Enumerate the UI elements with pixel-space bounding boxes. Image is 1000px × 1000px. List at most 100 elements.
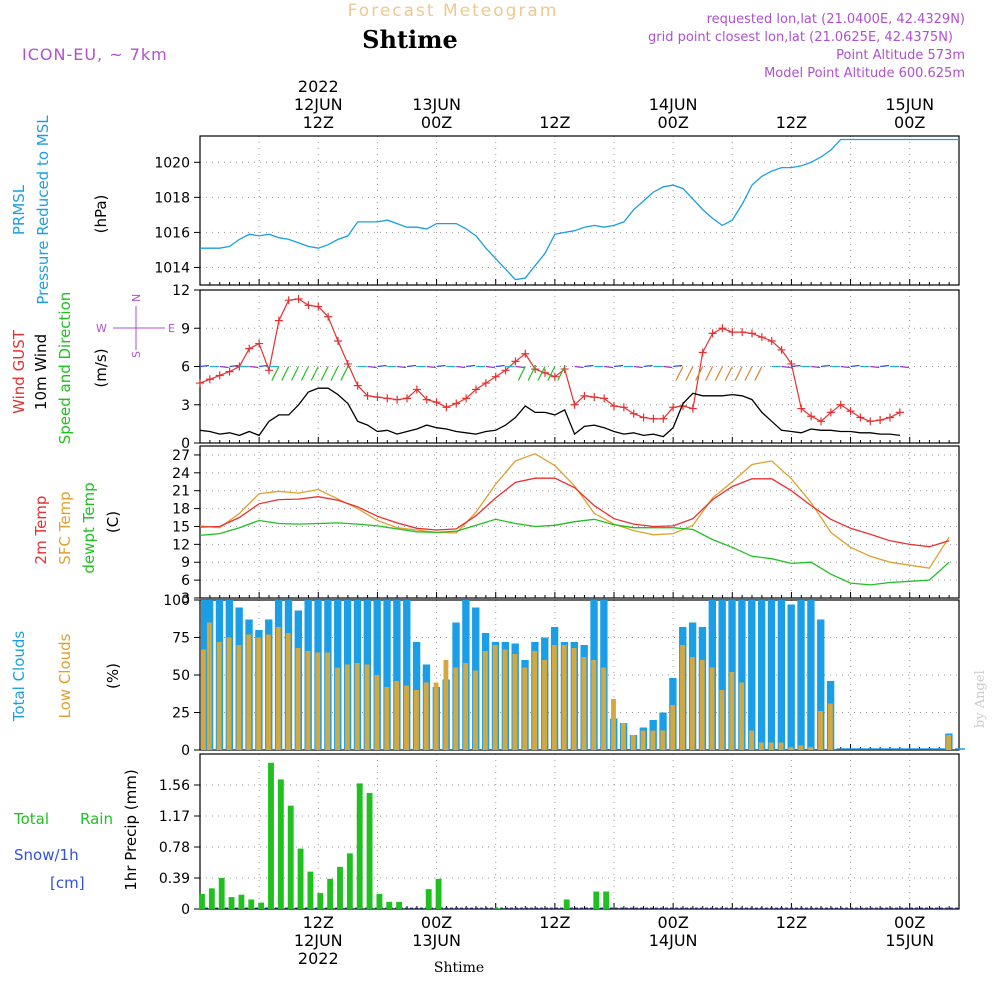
rain-bar — [287, 805, 294, 909]
wind-arrow — [406, 364, 417, 368]
y-tick-label: 1018 — [154, 190, 190, 206]
snow-unit-label: [cm] — [50, 874, 85, 892]
wind-10m-label: 10m Wind — [32, 334, 50, 410]
rain-bar — [248, 899, 255, 909]
y-tick-label: 9 — [181, 321, 190, 337]
y-tick-label: 3 — [181, 398, 190, 414]
dewpt-line — [199, 518, 950, 586]
panel-frame — [199, 753, 960, 910]
y-tick-label: 0 — [181, 902, 190, 918]
low-cloud-bar — [768, 742, 774, 750]
gust-marker — [580, 391, 589, 400]
wind-arrow — [249, 365, 259, 369]
wind-arrow — [604, 365, 614, 369]
wind-arrow — [850, 364, 860, 368]
snow-label: Snow/1h — [14, 846, 79, 864]
gust-marker — [481, 379, 490, 388]
rain-bar — [396, 901, 403, 909]
low-cloud-bar — [620, 723, 626, 750]
low-cloud-bar — [266, 634, 271, 750]
low-cloud-bar — [729, 672, 735, 750]
low-cloud-bar — [394, 681, 400, 750]
low-cloud-bar — [344, 664, 350, 750]
top-time-label: 12JUN — [294, 95, 343, 114]
low-cloud-bar — [433, 682, 439, 750]
wind-arrow — [485, 365, 495, 369]
panel-frame — [199, 599, 960, 751]
rain-bar — [238, 894, 245, 909]
bottom-time-label: 12Z — [539, 913, 570, 932]
wind-arrow — [714, 366, 723, 381]
temp-2m-line — [199, 477, 950, 548]
y-tick-label: 21 — [172, 484, 190, 500]
bottom-time-label: 12JUN — [294, 931, 343, 950]
wind-arrow — [495, 364, 505, 368]
wind-arrow — [840, 365, 850, 369]
rain-bar — [425, 889, 432, 909]
wind-arrow — [527, 366, 536, 381]
low-cloud-bar — [335, 667, 340, 750]
gust-marker — [649, 414, 658, 423]
low-cloud-bar — [295, 648, 301, 750]
wind-arrow — [426, 365, 436, 369]
y-tick-label: 6 — [181, 360, 190, 376]
gust-marker — [501, 366, 510, 375]
gust-marker — [639, 413, 648, 422]
gust-marker — [334, 337, 342, 345]
gust-marker — [836, 400, 845, 409]
low-cloud-bar — [788, 747, 794, 750]
low-cloud-bar — [551, 645, 557, 750]
gust-marker — [728, 328, 737, 337]
low-cloud-bar — [650, 730, 656, 750]
panel-frame — [199, 445, 960, 599]
wind-arrow — [456, 365, 466, 369]
point-altitude: Point Altitude 573m — [836, 48, 965, 63]
low-cloud-bar — [453, 667, 459, 750]
bottom-time-label: 00Z — [421, 913, 452, 932]
wind-unit: (m/s) — [92, 348, 110, 387]
pressure-panel: 1014 1016 1018 1020 — [154, 135, 960, 286]
gust-marker — [846, 407, 855, 416]
total-cloud-bar — [757, 600, 766, 750]
top-time-label: 12Z — [776, 113, 807, 132]
y-tick-label: 6 — [181, 573, 190, 589]
gust-marker — [817, 417, 825, 426]
wind-arrow — [754, 366, 763, 381]
gust-marker — [274, 316, 283, 325]
total-cloud-bar — [817, 619, 825, 750]
wind-arrow — [229, 364, 239, 368]
total-cloud-bar — [393, 600, 401, 750]
wind-gust-label: Wind GUST — [10, 329, 28, 414]
rain-bar — [563, 899, 570, 909]
low-cloud-bar — [512, 654, 518, 750]
wind-arrow — [436, 364, 446, 368]
wind-arrow — [547, 366, 556, 381]
rain-bar — [593, 891, 600, 909]
wind-arrow — [734, 366, 743, 381]
y-tick-label: 1020 — [154, 155, 190, 171]
gust-marker — [215, 371, 224, 380]
wind-arrow — [291, 366, 300, 381]
total-cloud-bar — [777, 600, 785, 750]
wind-panel: 0 3 6 9 12 — [172, 283, 960, 452]
low-cloud-bar — [758, 742, 764, 750]
wind-arrow — [517, 366, 526, 381]
low-cloud-bar — [522, 667, 528, 750]
wind-arrow — [820, 364, 831, 368]
gust-marker — [314, 302, 323, 311]
low-cloud-bar — [256, 637, 262, 750]
y-tick-label: 12 — [172, 283, 190, 299]
y-tick-label: 1014 — [154, 260, 190, 276]
wind-arrow — [870, 365, 880, 369]
gust-marker — [619, 403, 628, 412]
temp-dewpt-label: dewpt Temp — [80, 482, 98, 573]
gust-marker — [560, 365, 569, 374]
y-tick-label: 9 — [181, 555, 190, 571]
clouds-unit: (%) — [104, 663, 122, 689]
gust-marker — [393, 395, 402, 404]
bottom-time-label: 12Z — [776, 913, 807, 932]
watermark: by Angel — [973, 670, 988, 728]
rain-bar — [218, 878, 225, 909]
